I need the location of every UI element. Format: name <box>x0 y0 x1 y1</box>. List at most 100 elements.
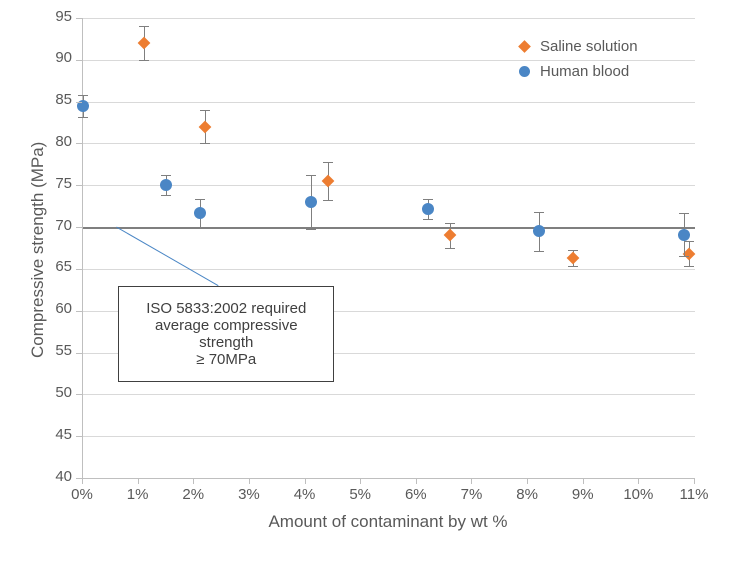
error-bar-cap <box>78 117 88 118</box>
error-bar-cap <box>534 212 544 213</box>
y-tick-mark <box>76 269 82 270</box>
x-tick-mark <box>527 478 528 484</box>
error-bar-cap <box>445 248 455 249</box>
x-tick-mark <box>193 478 194 484</box>
error-bar-cap <box>200 143 210 144</box>
y-tick-label: 95 <box>55 8 72 25</box>
legend: Saline solution Human blood <box>514 38 638 88</box>
x-tick-mark <box>416 478 417 484</box>
data-point-circle <box>533 225 545 237</box>
data-point-circle <box>160 179 172 191</box>
gridline <box>83 269 695 270</box>
x-tick-label: 3% <box>238 486 260 503</box>
x-tick-mark <box>360 478 361 484</box>
diamond-icon <box>518 40 531 53</box>
error-bar-cap <box>534 251 544 252</box>
legend-label: Saline solution <box>540 38 638 55</box>
legend-item: Human blood <box>514 63 638 80</box>
data-point-circle <box>422 203 434 215</box>
x-axis-title: Amount of contaminant by wt % <box>82 512 694 532</box>
y-tick-label: 80 <box>55 133 72 150</box>
x-tick-mark <box>583 478 584 484</box>
data-point-circle <box>194 207 206 219</box>
error-bar-cap <box>684 266 694 267</box>
y-tick-label: 45 <box>55 426 72 443</box>
gridline <box>83 185 695 186</box>
error-bar-cap <box>568 266 578 267</box>
annotation-line: ≥ 70MPa <box>146 351 306 368</box>
annotation-line: average compressive <box>146 317 306 334</box>
x-tick-mark <box>305 478 306 484</box>
y-tick-mark <box>76 311 82 312</box>
x-tick-label: 6% <box>405 486 427 503</box>
x-tick-label: 11% <box>680 486 709 503</box>
y-tick-mark <box>76 227 82 228</box>
x-tick-mark <box>638 478 639 484</box>
x-tick-mark <box>471 478 472 484</box>
error-bar-cap <box>139 60 149 61</box>
circle-icon <box>519 66 530 77</box>
error-bar-cap <box>323 200 333 201</box>
error-bar-cap <box>423 199 433 200</box>
y-tick-mark <box>76 394 82 395</box>
y-tick-label: 55 <box>55 342 72 359</box>
error-bar-cap <box>161 175 171 176</box>
reference-line <box>83 227 695 229</box>
gridline <box>83 102 695 103</box>
x-tick-label: 2% <box>182 486 204 503</box>
error-bar-cap <box>679 256 689 257</box>
x-tick-mark <box>249 478 250 484</box>
annotation-line: ISO 5833:2002 required <box>146 300 306 317</box>
x-tick-label: 9% <box>572 486 594 503</box>
data-point-circle <box>305 196 317 208</box>
y-tick-label: 70 <box>55 217 72 234</box>
y-tick-mark <box>76 185 82 186</box>
chart-root: 40 45 50 55 60 65 70 75 80 85 90 95 0% 1% 2% 3% 4% 5% 6% 7%… <box>0 0 734 567</box>
error-bar-cap <box>323 162 333 163</box>
error-bar-cap <box>445 223 455 224</box>
y-tick-mark <box>76 60 82 61</box>
y-tick-label: 90 <box>55 49 72 66</box>
legend-label: Human blood <box>540 63 629 80</box>
x-tick-label: 1% <box>127 486 149 503</box>
error-bar-cap <box>161 195 171 196</box>
x-tick-label: 7% <box>461 486 483 503</box>
gridline <box>83 18 695 19</box>
data-point-diamond <box>683 247 696 260</box>
data-point-diamond <box>199 120 212 133</box>
error-bar-cap <box>195 199 205 200</box>
y-tick-label: 75 <box>55 175 72 192</box>
x-tick-label: 5% <box>349 486 371 503</box>
data-point-diamond <box>566 252 579 265</box>
x-tick-label: 0% <box>71 486 93 503</box>
annotation-line: strength <box>146 334 306 351</box>
error-bar-cap <box>200 110 210 111</box>
error-bar-cap <box>78 95 88 96</box>
data-point-diamond <box>444 229 457 242</box>
data-point-circle <box>678 229 690 241</box>
y-axis-title: Compressive strength (MPa) <box>28 142 48 358</box>
gridline <box>83 394 695 395</box>
gridline <box>83 143 695 144</box>
error-bar-cap <box>423 219 433 220</box>
x-tick-mark <box>138 478 139 484</box>
y-tick-label: 40 <box>55 468 72 485</box>
data-point-diamond <box>138 37 151 50</box>
y-tick-label: 85 <box>55 91 72 108</box>
error-bar-cap <box>684 241 694 242</box>
x-tick-label: 8% <box>516 486 538 503</box>
y-tick-mark <box>76 436 82 437</box>
error-bar-cap <box>679 213 689 214</box>
error-bar-cap <box>139 26 149 27</box>
y-tick-label: 50 <box>55 384 72 401</box>
error-bar-cap <box>195 227 205 228</box>
x-tick-label: 4% <box>294 486 316 503</box>
y-tick-label: 60 <box>55 300 72 317</box>
annotation-box: ISO 5833:2002 requiredaverage compressiv… <box>118 286 334 382</box>
error-bar-cap <box>306 175 316 176</box>
y-tick-label: 65 <box>55 258 72 275</box>
y-tick-mark <box>76 18 82 19</box>
gridline <box>83 436 695 437</box>
legend-item: Saline solution <box>514 38 638 55</box>
error-bar-cap <box>306 229 316 230</box>
